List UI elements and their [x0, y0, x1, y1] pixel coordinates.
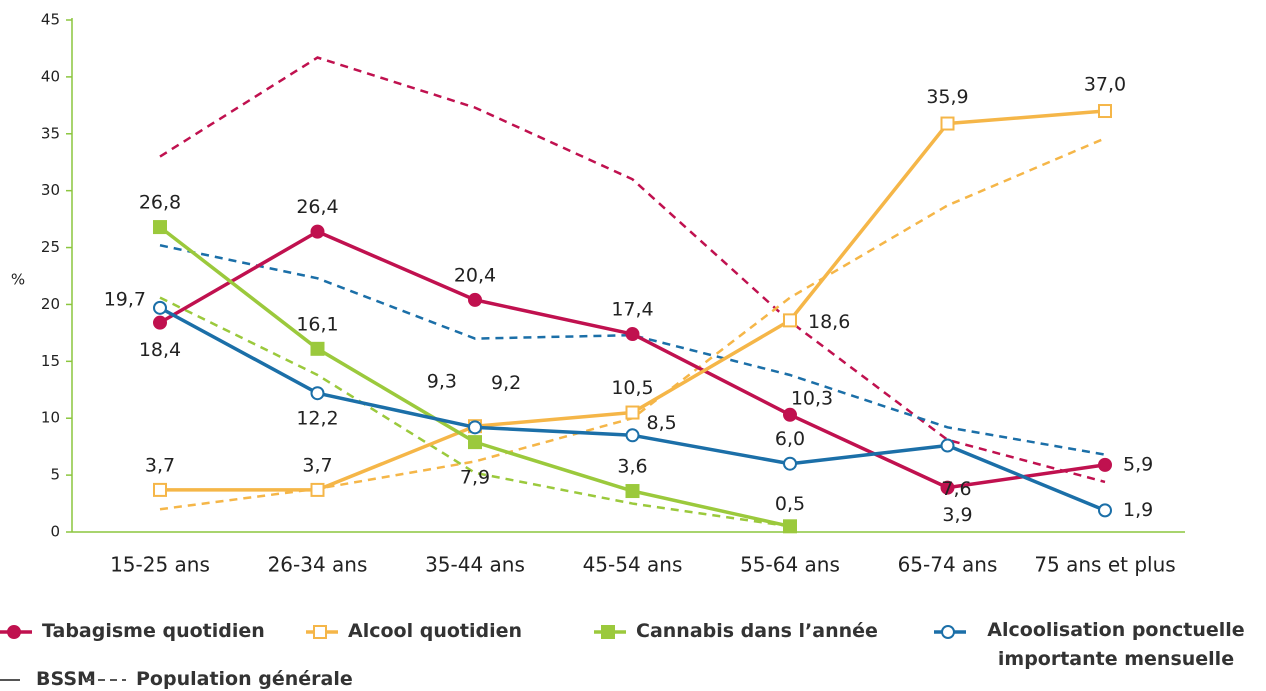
- marker: [783, 313, 797, 328]
- y-tick-label: 35: [41, 124, 60, 142]
- data-label: 10,5: [611, 377, 653, 399]
- marker: [940, 116, 955, 131]
- data-label: 6,0: [775, 428, 805, 450]
- marker: [783, 407, 797, 422]
- y-tick-label: 45: [41, 11, 60, 29]
- x-tick-label: 75 ans et plus: [1034, 553, 1175, 577]
- y-tick-label: 20: [41, 295, 60, 313]
- legend-item: Alcoolisation ponctuelle importante mens…: [934, 619, 1266, 674]
- legend-swatch: [594, 625, 626, 639]
- marker: [310, 482, 325, 497]
- x-tick-label: 55-64 ans: [740, 553, 840, 577]
- marker: [1098, 503, 1112, 518]
- legend-swatch: [86, 679, 126, 681]
- marker: [153, 315, 167, 330]
- legend-swatch: [0, 625, 32, 639]
- data-label: 19,7: [104, 288, 146, 310]
- legend-swatch: [306, 625, 338, 639]
- x-tick-label: 26-34 ans: [268, 553, 368, 577]
- data-label: 3,7: [145, 454, 175, 476]
- data-label: 9,2: [491, 372, 521, 394]
- y-tick-label: 0: [50, 523, 60, 541]
- x-tick-label: 15-25 ans: [110, 553, 210, 577]
- marker: [153, 482, 167, 497]
- marker: [310, 224, 325, 239]
- y-axis-label: %: [11, 271, 25, 289]
- legend-label: Cannabis dans l’année: [636, 620, 878, 642]
- data-label: 20,4: [454, 264, 496, 286]
- population-line: [159, 244, 1106, 456]
- marker: [783, 519, 797, 534]
- data-label: 3,7: [302, 454, 332, 476]
- legend-item: Alcool quotidien: [306, 620, 586, 642]
- legend-swatch: [934, 625, 966, 639]
- data-label: 10,3: [791, 387, 833, 409]
- legend-style: BSSM: [0, 668, 96, 690]
- legend-label: Alcool quotidien: [348, 620, 523, 642]
- y-tick-label: 5: [50, 466, 60, 484]
- data-label: 17,4: [611, 299, 653, 321]
- marker: [468, 420, 482, 435]
- population-line: [159, 56, 1106, 484]
- data-label: 7,9: [460, 467, 490, 489]
- legend-label: Alcoolisation ponctuelle importante mens…: [987, 619, 1245, 670]
- data-label: 3,9: [942, 504, 972, 526]
- data-label: 5,9: [1123, 453, 1153, 475]
- marker: [940, 480, 955, 495]
- marker: [625, 405, 640, 420]
- legend-swatch: [0, 679, 20, 681]
- data-label: 9,3: [427, 371, 457, 393]
- population-line: [159, 296, 791, 528]
- data-label: 18,6: [808, 311, 850, 333]
- data-label: 12,2: [296, 408, 338, 430]
- data-label: 16,1: [296, 313, 338, 335]
- marker: [153, 220, 167, 235]
- y-tick-label: 10: [41, 409, 60, 427]
- marker: [1098, 104, 1112, 119]
- y-tick-label: 30: [41, 181, 60, 199]
- data-label: 3,6: [617, 456, 647, 478]
- marker: [940, 438, 955, 453]
- x-tick-label: 65-74 ans: [898, 553, 998, 577]
- data-label: 35,9: [926, 86, 968, 108]
- legend-item: Tabagisme quotidien: [0, 620, 300, 642]
- legend-label: Population générale: [136, 668, 353, 690]
- data-label: 26,8: [139, 192, 181, 214]
- marker: [153, 300, 167, 315]
- y-tick-label: 15: [41, 352, 60, 370]
- x-tick-label: 45-54 ans: [583, 553, 683, 577]
- data-label: 0,5: [775, 493, 805, 515]
- legend-style: Population générale: [86, 668, 353, 690]
- marker: [468, 435, 482, 450]
- legend-label: Tabagisme quotidien: [42, 620, 265, 642]
- data-label: 26,4: [296, 196, 338, 218]
- marker: [1098, 457, 1112, 472]
- series-line: [159, 229, 1106, 490]
- data-label: 18,4: [139, 339, 181, 361]
- marker: [625, 327, 640, 342]
- data-label: 37,0: [1084, 74, 1126, 96]
- marker: [310, 341, 325, 356]
- marker: [310, 386, 325, 401]
- plot: % 0 5 10 15 20 25 30 35 40 45 15-25 ans 26-34 ans 35…: [11, 11, 1185, 577]
- marker: [625, 484, 640, 499]
- marker: [783, 456, 797, 471]
- marker: [625, 428, 640, 443]
- data-label: 7,6: [941, 478, 971, 500]
- y-tick-label: 25: [41, 238, 60, 256]
- data-label: 1,9: [1123, 499, 1153, 521]
- legend-label: BSSM: [36, 668, 96, 690]
- marker: [468, 292, 482, 307]
- data-label: 8,5: [647, 412, 677, 434]
- legend-item: Cannabis dans l’année: [594, 620, 924, 642]
- x-tick-label: 35-44 ans: [425, 553, 525, 577]
- y-tick-label: 40: [41, 67, 60, 85]
